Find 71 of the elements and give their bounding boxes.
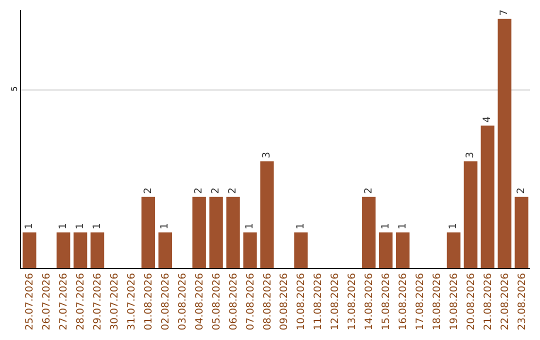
x-tick-label: 04.08.2026 <box>194 273 206 330</box>
data-label: 2 <box>142 187 154 194</box>
data-label: 2 <box>210 187 222 194</box>
data-label: 7 <box>499 10 510 16</box>
x-tick-label: 09.08.2026 <box>279 273 290 330</box>
x-tick-label: 13.08.2026 <box>347 273 358 330</box>
bar <box>56 232 70 268</box>
bar <box>294 232 308 268</box>
data-label: 2 <box>516 187 528 194</box>
x-tick-label: 17.08.2026 <box>414 273 426 330</box>
data-label: 1 <box>295 223 306 230</box>
bar <box>396 232 410 268</box>
x-tick-label: 16.08.2026 <box>398 273 409 330</box>
bar <box>90 232 104 268</box>
x-tick-label: 23.08.2026 <box>516 273 528 330</box>
x-tick-label: 26.07.2026 <box>42 273 53 330</box>
data-label: 1 <box>448 223 460 230</box>
data-label: 2 <box>363 187 374 194</box>
x-tick-label: 31.07.2026 <box>126 273 138 330</box>
data-label: 1 <box>160 223 171 230</box>
x-tick-label: 02.08.2026 <box>160 273 172 330</box>
data-label: 4 <box>482 116 494 123</box>
bar <box>243 232 257 268</box>
bar <box>74 232 88 268</box>
x-tick-label: 15.08.2026 <box>381 273 392 330</box>
data-label: 1 <box>24 223 35 230</box>
x-tick-label: 27.07.2026 <box>58 273 70 330</box>
x-tick-label: 12.08.2026 <box>330 273 342 330</box>
data-label: 3 <box>262 152 273 158</box>
x-tick-label: 30.07.2026 <box>110 273 121 330</box>
bar <box>209 196 223 268</box>
x-tick-label: 20.08.2026 <box>466 273 477 330</box>
data-label: 1 <box>397 223 408 230</box>
x-tick-label: 28.07.2026 <box>76 273 87 330</box>
x-tick-label: 10.08.2026 <box>296 273 308 330</box>
x-tick-label: 07.08.2026 <box>245 273 256 330</box>
bar <box>226 196 240 268</box>
data-label: 1 <box>380 223 392 230</box>
data-label: 2 <box>228 187 239 194</box>
x-tick-label: 08.08.2026 <box>262 273 274 330</box>
x-tick-label: 22.08.2026 <box>500 273 511 330</box>
x-tick-label: 11.08.2026 <box>313 273 324 330</box>
bar <box>22 232 36 268</box>
x-tick-label: 29.07.2026 <box>92 273 104 330</box>
bar <box>480 126 494 268</box>
data-label: 1 <box>92 223 103 230</box>
bar <box>498 18 512 268</box>
y-tick-label: 5 <box>10 86 19 92</box>
bar <box>141 196 156 268</box>
x-tick-label: 19.08.2026 <box>448 273 460 330</box>
x-tick-label: 25.07.2026 <box>24 273 36 330</box>
x-tick-label: 06.08.2026 <box>228 273 240 330</box>
bar <box>379 232 393 268</box>
data-label: 1 <box>74 223 86 230</box>
x-tick-label: 21.08.2026 <box>482 273 494 330</box>
bar <box>192 196 206 268</box>
x-tick-label: 01.08.2026 <box>144 273 154 330</box>
data-label: 1 <box>58 223 69 230</box>
bar <box>464 161 478 268</box>
bar <box>514 196 528 268</box>
bar <box>260 161 274 268</box>
x-tick-label: 03.08.2026 <box>177 273 188 330</box>
data-label: 2 <box>194 187 205 194</box>
bar <box>446 232 460 268</box>
data-label: 3 <box>465 152 476 158</box>
bar <box>158 232 172 268</box>
x-tick-label: 18.08.2026 <box>432 273 443 330</box>
x-tick-label: 14.08.2026 <box>364 273 376 330</box>
x-tick-label: 05.08.2026 <box>211 273 222 330</box>
data-label: 1 <box>244 223 256 230</box>
bar <box>362 196 376 268</box>
